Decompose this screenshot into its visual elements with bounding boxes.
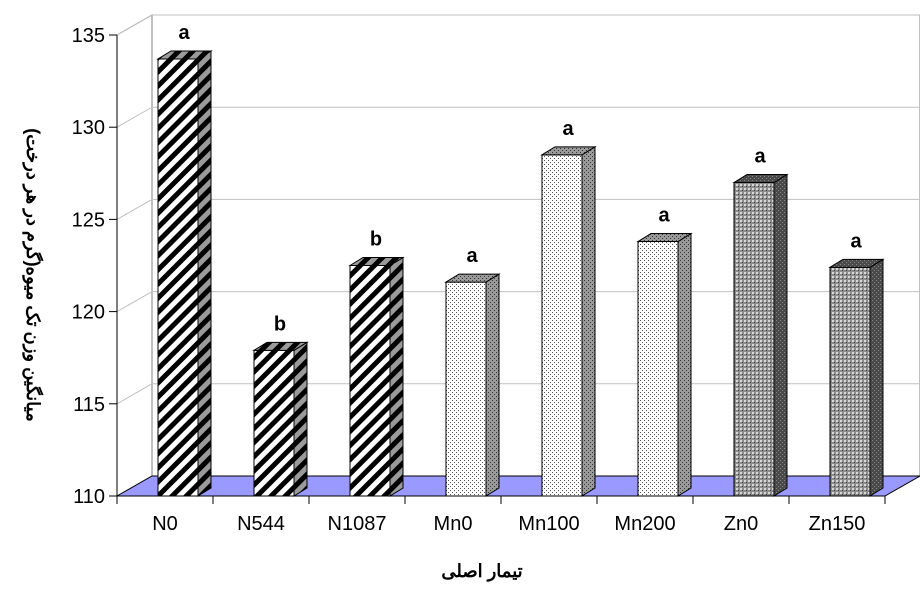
bar-front <box>157 58 199 497</box>
bar-top <box>732 174 789 184</box>
bar-top <box>636 233 693 243</box>
bar-mn0 <box>444 273 501 497</box>
side-wall <box>116 14 153 497</box>
bar-mn100 <box>540 145 597 497</box>
bar-side <box>293 341 308 497</box>
significance-letters: a b b a a a a a <box>178 22 862 335</box>
x-tick-labels: N0 N544 N1087 Mn0 Mn100 Mn200 Zn0 Zn150 <box>152 513 865 535</box>
significance-letter: a <box>658 205 670 227</box>
y-tick-label: 130 <box>72 117 105 139</box>
y-tick-label: 135 <box>72 25 105 47</box>
bar-side <box>389 256 404 497</box>
bar-side <box>677 232 692 497</box>
significance-letter: a <box>178 22 190 44</box>
bar-side <box>485 273 500 497</box>
bar-front <box>829 266 871 497</box>
bar-n0 <box>156 50 213 497</box>
x-tick-label: Mn0 <box>434 513 473 535</box>
bar-front <box>637 241 679 497</box>
bar-top <box>156 50 213 60</box>
significance-letter: a <box>850 230 862 252</box>
x-axis-title: تیمار اصلی <box>441 561 522 582</box>
x-tick-label: Mn200 <box>614 513 675 535</box>
y-tick-label: 120 <box>72 302 105 324</box>
significance-letter: a <box>466 245 478 267</box>
significance-letter: b <box>274 313 286 335</box>
x-tick-label: Zn150 <box>809 513 866 535</box>
bar-n1087 <box>348 256 405 497</box>
y-axis-title: میانگین وزن تک میوه(گرم در هر درخت) <box>22 128 44 421</box>
bar-zn150 <box>828 258 885 497</box>
x-tick-label: Mn100 <box>518 513 579 535</box>
x-tick-label: N1087 <box>328 513 387 535</box>
x-tick-label: Zn0 <box>724 513 758 535</box>
bar-mn200 <box>636 232 693 497</box>
y-tick-labels: 110 115 120 125 130 135 <box>72 25 105 508</box>
bar-top <box>444 273 501 283</box>
bars <box>156 50 885 497</box>
y-tick-label: 110 <box>73 486 105 508</box>
bar-side <box>773 173 788 497</box>
bar-side <box>869 258 884 497</box>
bar-n544 <box>252 341 309 497</box>
gridline <box>116 106 920 128</box>
significance-letter: b <box>370 229 382 251</box>
significance-letter: a <box>754 146 766 168</box>
gridline <box>116 14 920 36</box>
bar-top <box>828 258 885 268</box>
bar-front <box>349 265 391 497</box>
bar-top <box>252 341 309 351</box>
bar-zn0 <box>732 173 789 497</box>
floor-plane <box>115 475 920 497</box>
bar-top <box>540 146 597 156</box>
plot-floor <box>115 475 920 497</box>
gridline <box>116 198 920 220</box>
bar-side <box>197 50 212 497</box>
y-tick-label: 125 <box>72 209 105 231</box>
bar-front <box>541 154 583 497</box>
plot-walls <box>116 14 920 497</box>
x-tick-label: N0 <box>152 513 178 535</box>
bar-front <box>445 281 487 497</box>
bar-top <box>348 257 405 266</box>
bar-front <box>253 349 295 497</box>
y-tick-label: 115 <box>73 394 105 416</box>
significance-letter: a <box>562 118 574 140</box>
bar-side <box>581 145 596 497</box>
x-tick-label: N544 <box>237 513 285 535</box>
bar-front <box>733 182 775 497</box>
